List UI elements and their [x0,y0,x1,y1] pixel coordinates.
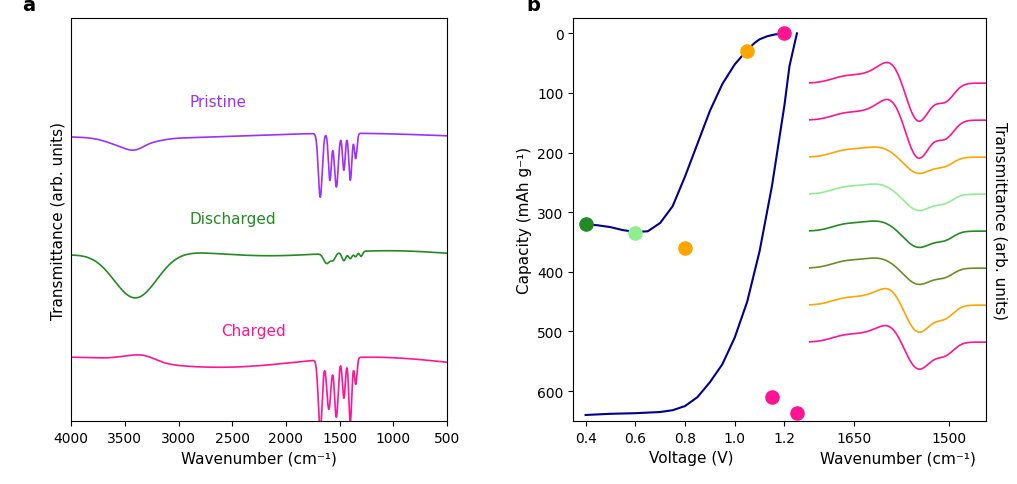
Text: Charged: Charged [222,324,286,339]
Point [578,221,594,228]
Y-axis label: Transmittance (arb. units): Transmittance (arb. units) [51,121,66,319]
Text: b: b [526,0,540,15]
Point [627,230,644,238]
Y-axis label: Transmittance (arb. units): Transmittance (arb. units) [993,121,1007,319]
Text: Discharged: Discharged [189,212,276,227]
Text: Pristine: Pristine [189,94,246,109]
Point [764,393,780,401]
Point [789,409,805,417]
Y-axis label: Capacity (mAh g⁻¹): Capacity (mAh g⁻¹) [517,147,532,294]
X-axis label: Wavenumber (cm⁻¹): Wavenumber (cm⁻¹) [820,450,976,465]
X-axis label: Wavenumber (cm⁻¹): Wavenumber (cm⁻¹) [181,450,337,465]
Point [776,30,792,38]
Text: a: a [22,0,36,15]
Point [739,48,756,56]
X-axis label: Voltage (V): Voltage (V) [649,450,733,465]
Point [677,244,694,252]
